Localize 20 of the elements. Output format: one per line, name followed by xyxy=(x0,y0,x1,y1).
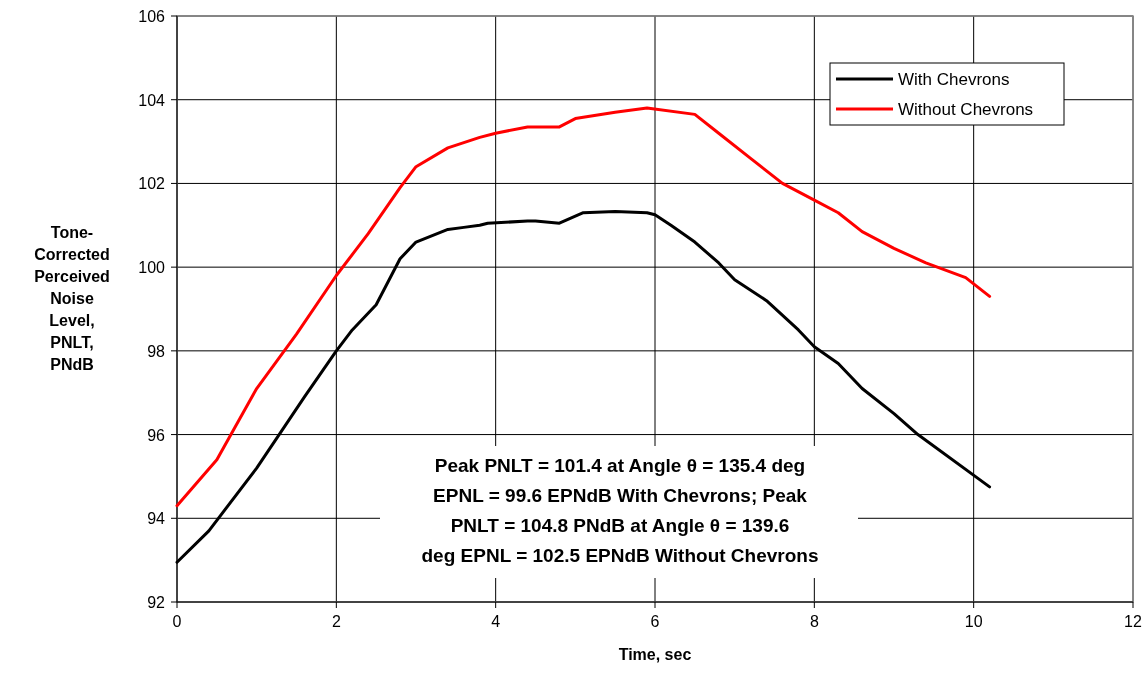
y-tick-label: 104 xyxy=(138,91,166,109)
x-axis-title: Time, sec xyxy=(618,646,692,663)
x-tick-label: 2 xyxy=(331,613,341,630)
y-tick-label: 96 xyxy=(147,426,166,444)
y-tick-label: 102 xyxy=(138,175,166,193)
annotation: Peak PNLT = 101.4 at Angle θ = 135.4 deg EPNL = 99.6 EPNdB With Chevrons; Peak PNLT = 104.8 PNdB at Angle θ = 139.6 deg EPNL = 102.5 EPNdB Without Chevrons xyxy=(421,455,819,566)
y-tick-label: 94 xyxy=(147,510,166,528)
y-tick-label: 98 xyxy=(147,342,166,360)
x-tick-label: 0 xyxy=(172,613,182,630)
x-tick-label: 4 xyxy=(491,613,501,630)
y-axis-title: Tone-Corrected Perceived Noise Level, PNLT, PNdB xyxy=(34,224,110,373)
x-tick-label: 6 xyxy=(650,613,660,630)
x-tick-label: 8 xyxy=(809,613,819,630)
legend-label: Without Chevrons xyxy=(898,100,1034,119)
y-tick-label: 100 xyxy=(138,259,166,277)
x-tick-label: 10 xyxy=(964,613,983,630)
legend-label: With Chevrons xyxy=(898,70,1010,89)
x-tick-label: 12 xyxy=(1124,613,1142,630)
y-tick-label: 92 xyxy=(147,594,166,611)
y-tick-label: 106 xyxy=(138,8,166,25)
